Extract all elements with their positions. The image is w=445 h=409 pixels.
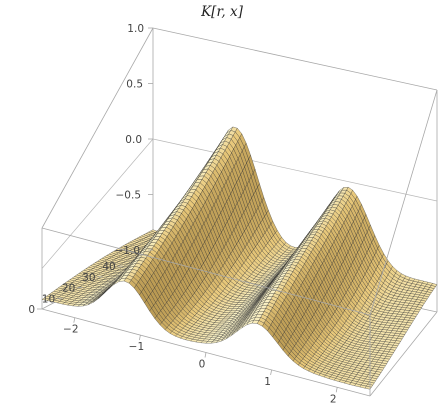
z-tick-label: −0.5	[116, 190, 142, 202]
z-tick-label: −1.0	[115, 245, 141, 257]
y-tick-label: 30	[82, 272, 95, 284]
box-edge	[369, 89, 438, 316]
x-tick-mark	[270, 369, 272, 375]
y-tick-label: 0	[28, 304, 35, 316]
z-tick-label: 0.5	[126, 79, 143, 91]
gridline	[41, 138, 154, 269]
x-tick-mark	[139, 335, 141, 341]
chart-title: K[r, x]	[200, 4, 244, 20]
box-edge	[152, 27, 438, 91]
box-edge	[41, 227, 371, 316]
y-tick-label: 40	[102, 261, 115, 273]
z-tick-label: 1.0	[127, 23, 144, 35]
y-tick-label: 10	[42, 293, 55, 305]
x-tick-label: 1	[264, 376, 271, 388]
box-edge	[369, 311, 438, 397]
x-tick-mark	[73, 317, 76, 323]
x-tick-label: −2	[63, 324, 78, 336]
x-tick-label: −1	[129, 341, 144, 353]
z-tick-label: 0.0	[125, 134, 142, 146]
surface-mesh	[41, 126, 438, 390]
y-tick-label: 20	[62, 283, 75, 295]
x-tick-label: 2	[330, 393, 337, 405]
x-tick-label: 0	[199, 359, 206, 371]
gridline	[152, 138, 438, 202]
x-tick-mark	[335, 387, 338, 393]
x-tick-mark	[204, 352, 207, 358]
box-edge	[41, 27, 154, 229]
